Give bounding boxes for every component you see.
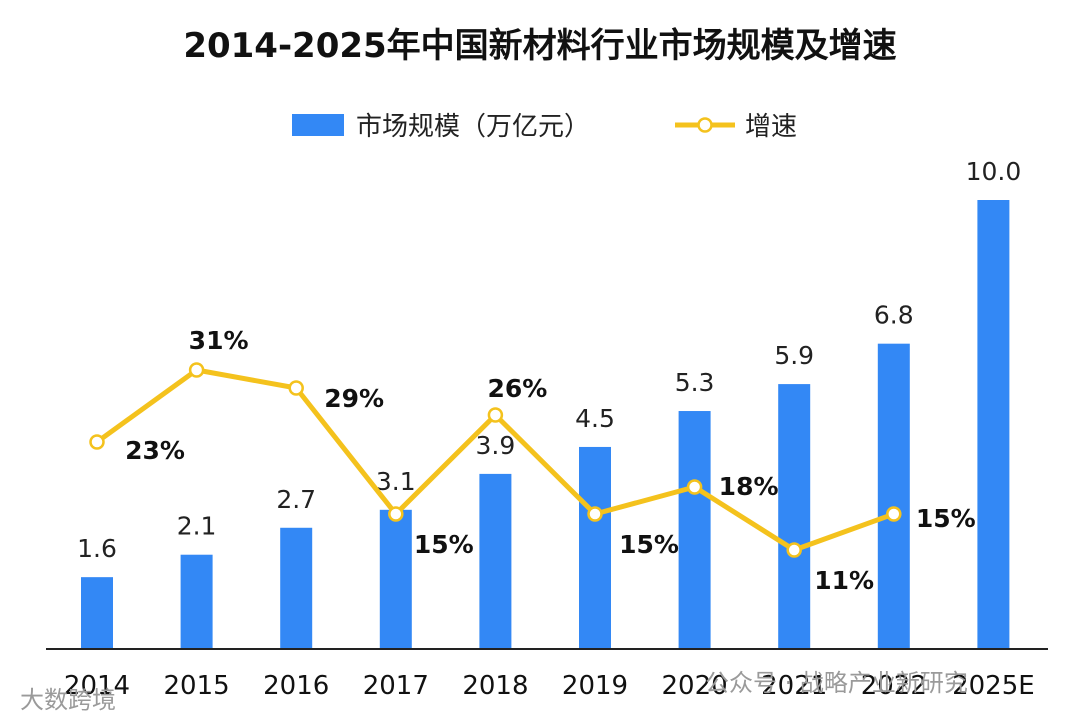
- chart-title: 2014-2025年中国新材料行业市场规模及增速: [183, 26, 897, 66]
- bar-2017: [379, 509, 412, 649]
- bar-2018: [479, 473, 512, 649]
- x-tick-2021: 2021: [761, 671, 827, 701]
- growth-point-2016: [288, 380, 304, 396]
- x-tick-2025E: 2025E: [952, 671, 1035, 701]
- x-tick-2022: 2022: [861, 671, 927, 701]
- bar-label-2018: 3.9: [476, 431, 516, 460]
- watermark-left: 大数跨境: [20, 686, 116, 714]
- growth-markers: [89, 362, 902, 558]
- x-tick-2018: 2018: [462, 671, 528, 701]
- bar-2019: [579, 446, 611, 649]
- x-tick-2020: 2020: [662, 671, 728, 701]
- bar-series: [81, 200, 1010, 649]
- bar-label-2020: 5.3: [675, 368, 715, 397]
- bar-2025E: [977, 200, 1010, 649]
- legend-line-marker: [697, 117, 713, 133]
- growth-label-2019: 15%: [619, 530, 679, 559]
- bar-label-2015: 2.1: [177, 512, 217, 541]
- growth-label-2021: 11%: [814, 566, 874, 595]
- growth-point-2022: [886, 506, 902, 522]
- growth-point-2018: [487, 407, 504, 423]
- legend: 市场规模（万亿元） 增速: [292, 112, 797, 142]
- growth-point-2015: [188, 362, 205, 378]
- x-axis-ticks: 2014 2015 2016 2017 2018 2019 2020 2021 2022 2025…: [64, 671, 1035, 701]
- bar-value-labels: 1.6 2.1 2.7 3.1 3.9 4.5 5.3 5.9 6.8 10.0: [77, 157, 1021, 563]
- growth-point-2017: [388, 506, 404, 522]
- bar-2020: [678, 411, 711, 649]
- bar-label-2017: 3.1: [376, 467, 416, 496]
- growth-label-2016: 29%: [324, 384, 384, 413]
- watermark-right: 公众号 · 战略产业新研究: [705, 669, 968, 697]
- growth-point-2014: [89, 434, 105, 450]
- x-tick-2017: 2017: [363, 671, 429, 701]
- bar-label-2019: 4.5: [575, 404, 615, 433]
- growth-label-2018: 26%: [487, 374, 547, 403]
- bar-2021: [778, 384, 811, 649]
- bar-2014: [81, 577, 113, 649]
- bar-label-2016: 2.7: [276, 485, 316, 514]
- growth-label-2020: 18%: [719, 472, 779, 501]
- x-tick-2016: 2016: [263, 671, 329, 701]
- legend-bar-label: 市场规模（万亿元）: [356, 112, 590, 142]
- bar-2016: [280, 527, 313, 649]
- growth-label-2022: 15%: [916, 504, 976, 533]
- growth-label-2015: 31%: [189, 326, 249, 355]
- growth-value-labels: 23% 31% 29% 15% 26% 15% 18% 11% 15%: [125, 326, 976, 595]
- bar-label-2021: 5.9: [774, 341, 814, 370]
- legend-bar-swatch: [292, 114, 344, 136]
- growth-label-2014: 23%: [125, 436, 185, 465]
- x-tick-2014: 2014: [64, 671, 130, 701]
- legend-line-label: 增速: [745, 112, 797, 142]
- growth-point-2021: [786, 542, 802, 558]
- growth-point-2020: [686, 479, 703, 495]
- growth-label-2017: 15%: [414, 530, 474, 559]
- bar-2015: [180, 554, 213, 649]
- bar-2022: [877, 343, 910, 649]
- bar-label-2022: 6.8: [874, 301, 914, 330]
- x-tick-2019: 2019: [562, 671, 628, 701]
- bar-label-2014: 1.6: [77, 534, 117, 563]
- x-tick-2015: 2015: [164, 671, 230, 701]
- bar-label-2025E: 10.0: [966, 157, 1022, 186]
- growth-point-2019: [587, 506, 603, 522]
